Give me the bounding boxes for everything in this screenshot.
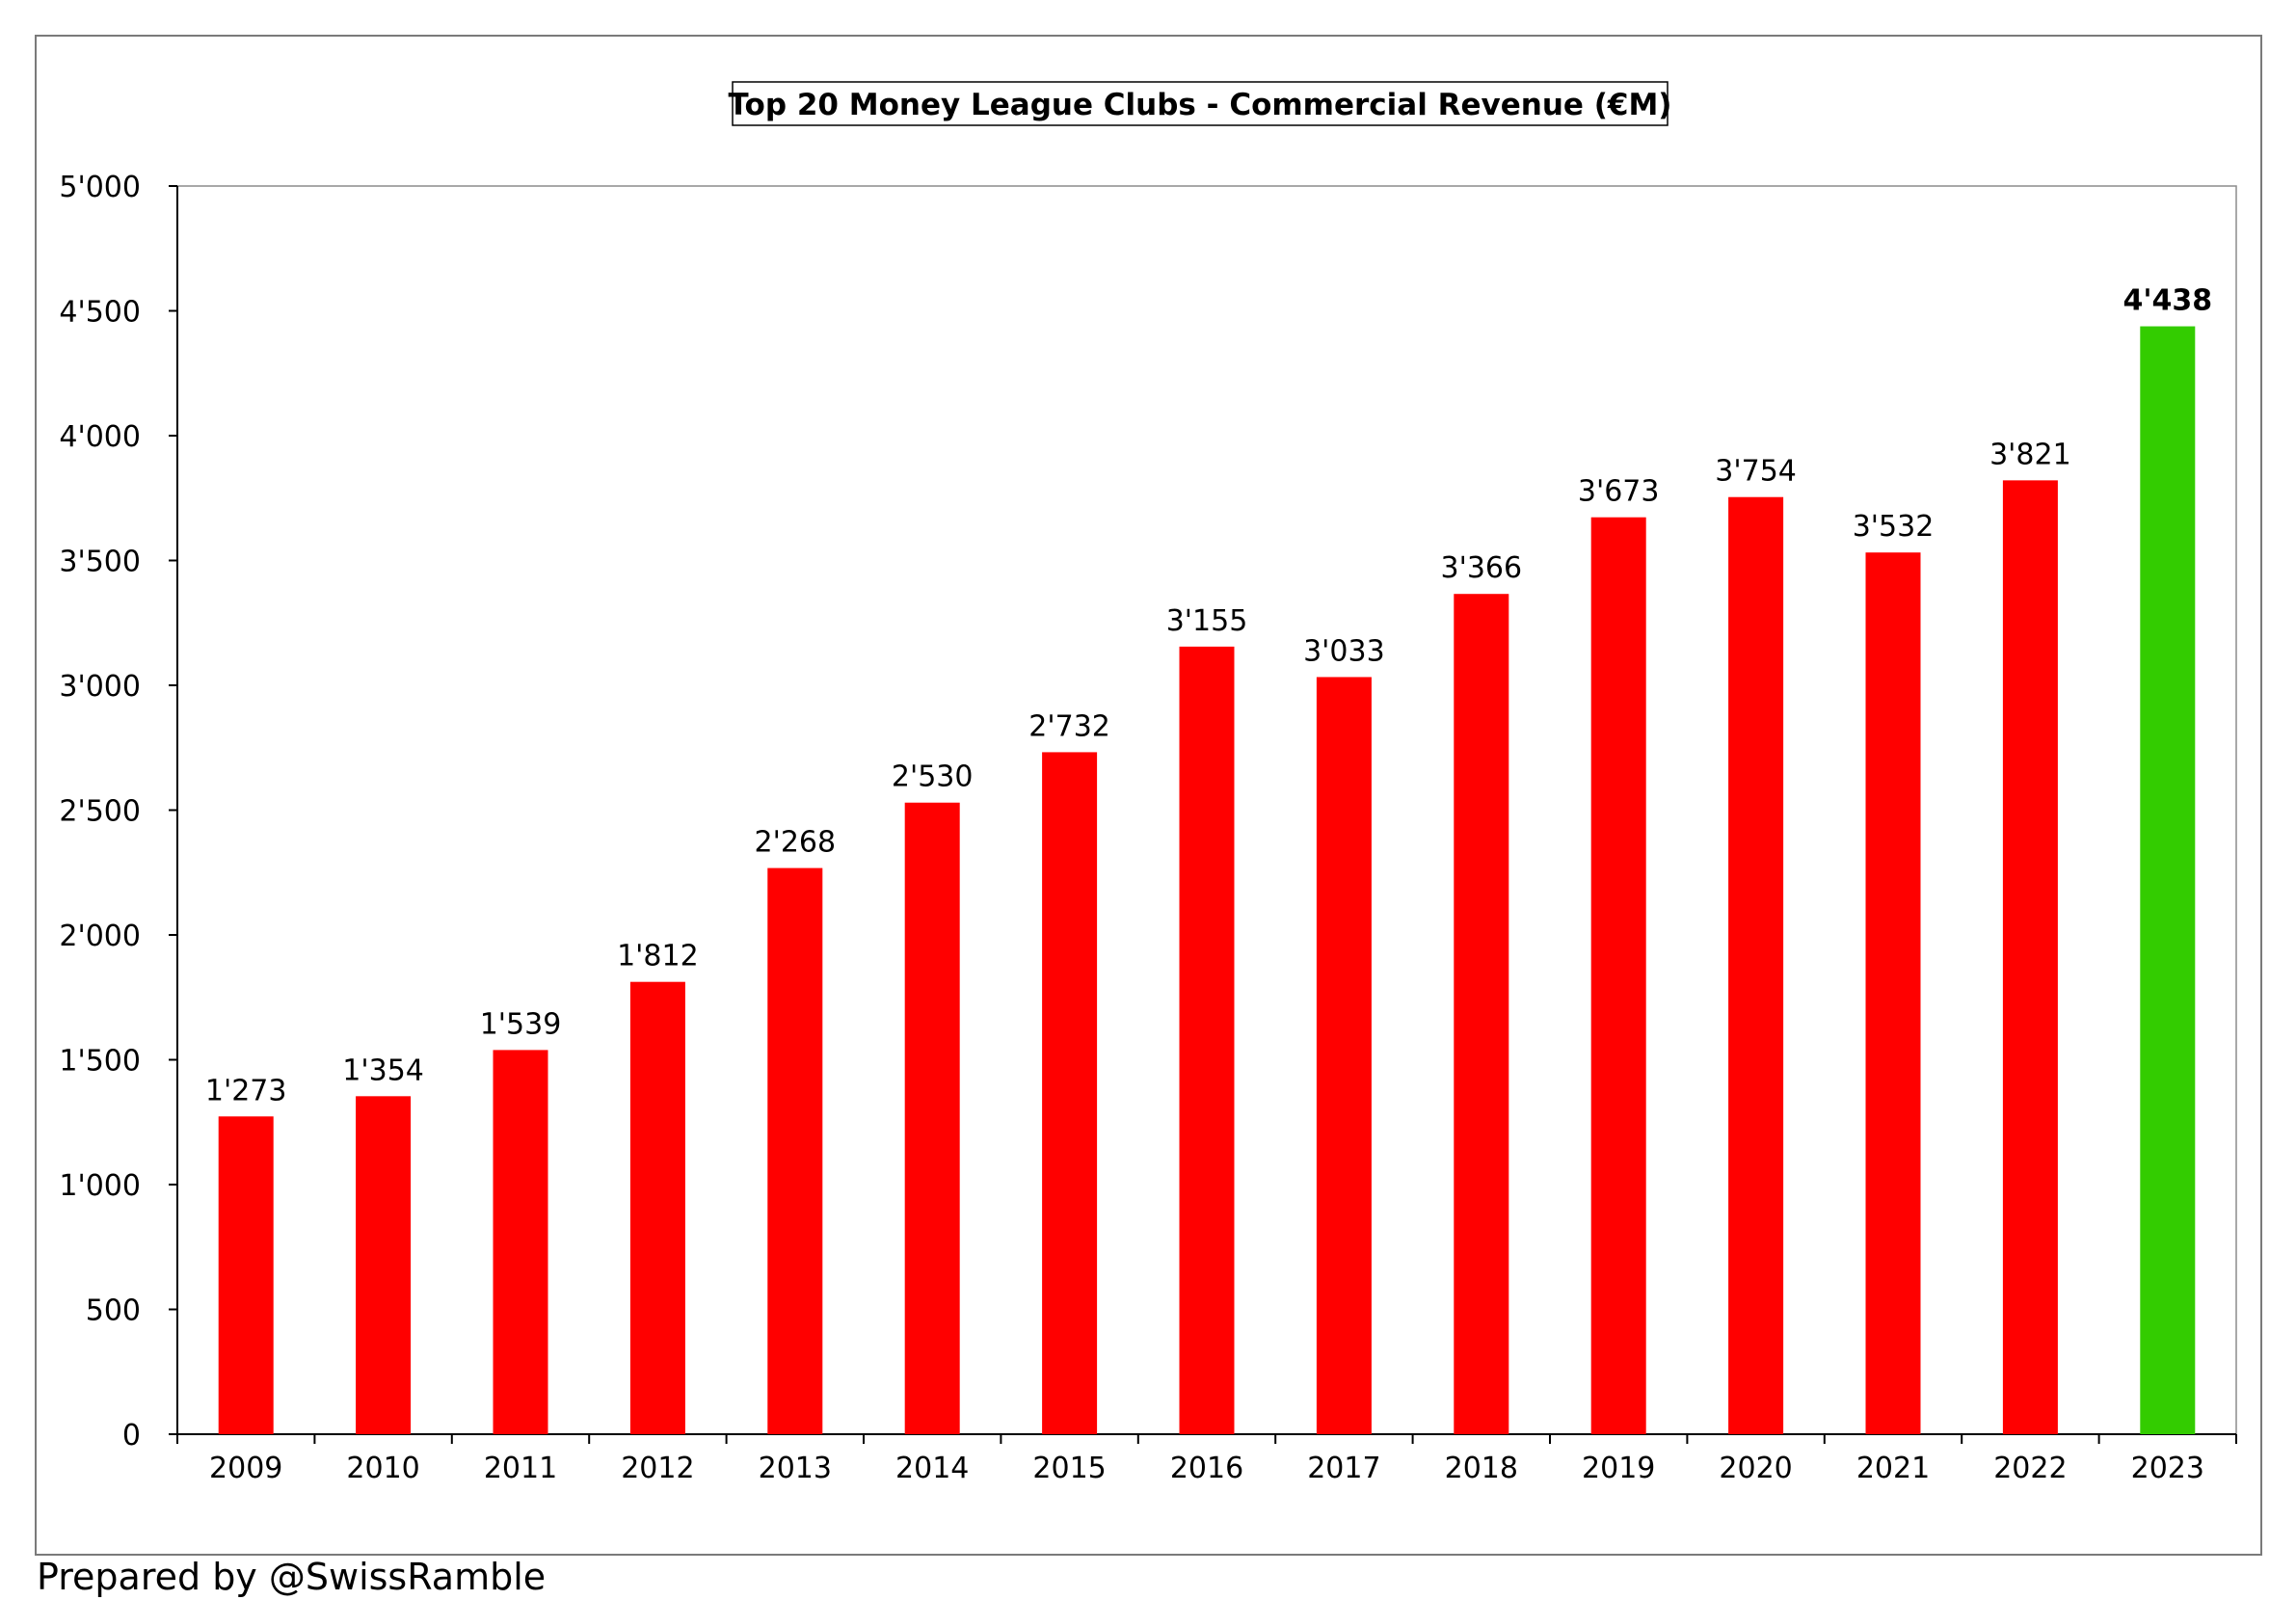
data-label-2015: 2'732: [1028, 709, 1110, 743]
footer-credit: Prepared by @SwissRamble: [37, 1556, 547, 1598]
y-tick-label: 3'000: [59, 670, 141, 704]
y-tick-label: 3'500: [59, 546, 141, 579]
x-tick-label-2019: 2019: [1582, 1452, 1655, 1485]
data-label-2021: 3'532: [1853, 510, 1935, 544]
x-tick-label-2021: 2021: [1856, 1452, 1930, 1485]
bar-2015: [1042, 752, 1098, 1434]
data-label-2010: 1'354: [342, 1053, 424, 1087]
data-label-2017: 3'033: [1303, 634, 1385, 668]
x-tick-label-2018: 2018: [1445, 1452, 1518, 1485]
data-label-2014: 2'530: [892, 760, 974, 794]
x-tick-label-2022: 2022: [1993, 1452, 2067, 1485]
y-tick-label: 500: [86, 1294, 141, 1328]
x-tick-label-2010: 2010: [346, 1452, 419, 1485]
data-label-2019: 3'673: [1578, 475, 1660, 509]
y-tick-label: 1'500: [59, 1045, 141, 1079]
y-tick-label: 2'000: [59, 920, 141, 953]
data-label-2012: 1'812: [617, 940, 699, 973]
bar-2016: [1179, 646, 1235, 1434]
x-tick-label-2020: 2020: [1719, 1452, 1792, 1485]
data-label-2011: 1'539: [480, 1007, 562, 1041]
x-tick-label-2023: 2023: [2131, 1452, 2204, 1485]
bar-2017: [1316, 677, 1372, 1434]
data-label-2009: 1'273: [205, 1074, 287, 1107]
x-tick-label-2017: 2017: [1307, 1452, 1380, 1485]
bar-2019: [1590, 517, 1646, 1434]
bar-2013: [767, 867, 823, 1434]
y-tick-label: 2'500: [59, 795, 141, 829]
y-tick-label: 1'000: [59, 1169, 141, 1203]
data-label-2013: 2'268: [754, 826, 836, 860]
y-tick-label: 4'500: [59, 296, 141, 330]
data-label-2022: 3'821: [1989, 438, 2071, 471]
data-label-2020: 3'754: [1715, 455, 1797, 489]
bar-2011: [493, 1050, 548, 1434]
plot-area: 0 500 1'000 1'500 2'000 2'500 3'000 3'500 4'000 4…: [59, 171, 2237, 1485]
y-tick-label: 5'000: [59, 171, 141, 204]
x-tick-label-2015: 2015: [1032, 1452, 1106, 1485]
x-tick-label-2009: 2009: [209, 1452, 282, 1485]
bar-2012: [629, 981, 685, 1434]
x-tick-label-2013: 2013: [759, 1452, 832, 1485]
x-tick-label-2014: 2014: [895, 1452, 969, 1485]
chart-title-box: Top 20 Money League Clubs - Commercial R…: [729, 81, 1672, 126]
bar-2020: [1728, 496, 1784, 1434]
x-tick-label-2016: 2016: [1170, 1452, 1243, 1485]
bar-2014: [904, 802, 960, 1434]
bar-2018: [1454, 594, 1509, 1434]
y-tick-label: 4'000: [59, 420, 141, 454]
bar-2022: [2002, 480, 2058, 1435]
data-label-2018: 3'366: [1440, 551, 1522, 585]
data-label-2016: 3'155: [1166, 604, 1248, 638]
bar-2023: [2140, 326, 2196, 1435]
bar-2021: [1865, 552, 1921, 1434]
y-tick-label: 0: [122, 1419, 141, 1453]
x-tick-label-2011: 2011: [484, 1452, 557, 1485]
chart-title: Top 20 Money League Clubs - Commercial R…: [729, 88, 1672, 122]
bar-2009: [218, 1116, 274, 1434]
x-tick-label-2012: 2012: [621, 1452, 694, 1485]
bar-2010: [356, 1096, 412, 1434]
data-label-2023: 4'438: [2122, 284, 2212, 318]
